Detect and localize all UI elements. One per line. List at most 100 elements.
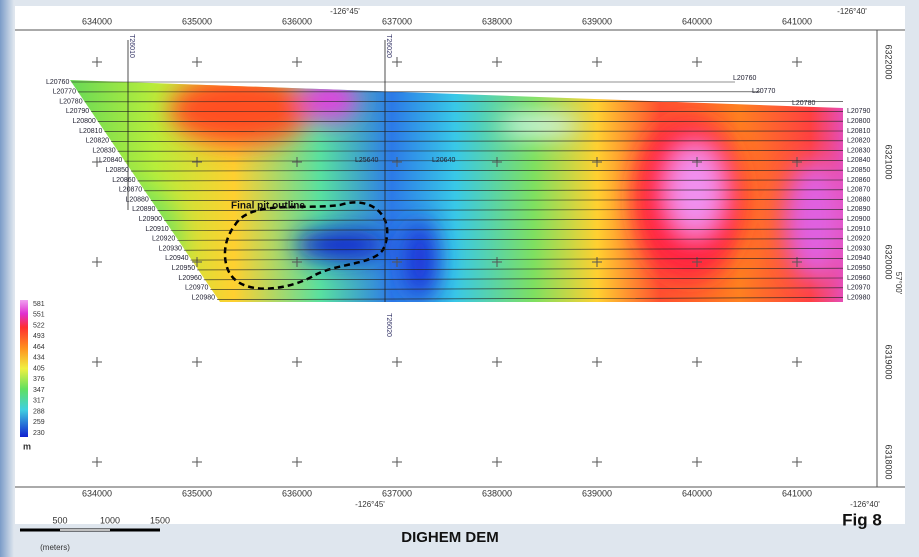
- legend-value: 464: [33, 344, 45, 351]
- legend-value: 347: [33, 387, 45, 394]
- flight-line-label: L20930: [159, 245, 182, 252]
- flight-line-label: L20820: [847, 138, 870, 145]
- flight-line-label: L20960: [847, 275, 870, 282]
- scale-label: 1000: [100, 515, 120, 525]
- easting-label: 637000: [382, 488, 412, 498]
- flight-line-label: L20790: [66, 108, 89, 115]
- easting-label: 635000: [182, 16, 212, 26]
- flight-line-label: L20780: [792, 100, 815, 107]
- tie-line-label: T26010: [128, 34, 135, 58]
- flight-line-label: L20830: [92, 147, 115, 154]
- map-figure: 634000 634000 635000 635000 636000 636000 6370…: [0, 0, 919, 557]
- legend-value: 230: [33, 430, 45, 437]
- flight-line-label: L20940: [847, 255, 870, 262]
- figure-number: Fig 8: [842, 510, 882, 529]
- legend-value: 434: [33, 355, 45, 362]
- flight-line-label: L20970: [185, 285, 208, 292]
- legend-value: 376: [33, 376, 45, 383]
- flight-line-label: L20940: [165, 255, 188, 262]
- tie-line-label: T26020: [385, 313, 392, 337]
- flight-line-label: L20860: [112, 177, 135, 184]
- easting-label: 639000: [582, 16, 612, 26]
- latitude-label: 57°00': [894, 272, 903, 295]
- easting-label: 634000: [82, 488, 112, 498]
- longitude-label: -126°45': [355, 500, 385, 509]
- flight-line-label: L20910: [847, 226, 870, 233]
- easting-label: 638000: [482, 488, 512, 498]
- easting-label: 640000: [682, 16, 712, 26]
- scale-unit: (meters): [40, 543, 70, 552]
- flight-line-label: L20870: [119, 187, 142, 194]
- flight-line-label: L20850: [847, 167, 870, 174]
- easting-label: 640000: [682, 488, 712, 498]
- flight-line-label: L20770: [53, 89, 76, 96]
- easting-label: 636000: [282, 16, 312, 26]
- flight-line-label: L20840: [99, 157, 122, 164]
- flight-line-label: L20930: [847, 245, 870, 252]
- flight-line-label: L20800: [847, 118, 870, 125]
- flight-line-label: L20880: [125, 196, 148, 203]
- legend-value: 581: [33, 301, 45, 308]
- northing-label: 6321000: [884, 144, 894, 179]
- legend-value: 493: [33, 333, 45, 340]
- flight-line-label: L20780: [59, 98, 82, 105]
- easting-label: 638000: [482, 16, 512, 26]
- easting-label: 636000: [282, 488, 312, 498]
- line-note: L25640: [355, 157, 378, 164]
- flight-line-label: L20870: [847, 187, 870, 194]
- legend-value: 405: [33, 365, 45, 372]
- northing-label: 6318000: [884, 444, 894, 479]
- scale-label: 500: [52, 515, 67, 525]
- flight-line-label: L20910: [145, 226, 168, 233]
- flight-line-label: L20810: [847, 128, 870, 135]
- legend-colorbar: [20, 300, 28, 437]
- legend-value: 317: [33, 398, 45, 405]
- flight-line-label: L20850: [106, 167, 129, 174]
- flight-line-label: L20950: [847, 265, 870, 272]
- flight-line-label: L20790: [847, 108, 870, 115]
- flight-line-label: L20880: [847, 196, 870, 203]
- longitude-label: -126°40': [850, 500, 880, 509]
- legend-value: 551: [33, 312, 45, 319]
- legend-value: 259: [33, 419, 45, 426]
- flight-line-label: L20900: [139, 216, 162, 223]
- flight-line-label: L20960: [178, 275, 201, 282]
- annotation: Final pit outline: [231, 201, 305, 212]
- scale-label: 1500: [150, 515, 170, 525]
- flight-line-label: L20980: [847, 294, 870, 301]
- flight-line-label: L20820: [86, 138, 109, 145]
- flight-line-label: L20890: [132, 206, 155, 213]
- flight-line-label: L20840: [847, 157, 870, 164]
- flight-line-label: L20980: [192, 294, 215, 301]
- flight-line-label: L20950: [172, 265, 195, 272]
- flight-line-label: L20830: [847, 147, 870, 154]
- legend-value: 522: [33, 322, 45, 329]
- line-note: L20640: [432, 157, 455, 164]
- easting-label: 641000: [782, 488, 812, 498]
- flight-line-label: L20890: [847, 206, 870, 213]
- flight-line-label: L20760: [733, 75, 756, 82]
- side-strip: [0, 0, 14, 557]
- legend-value: 288: [33, 408, 45, 415]
- flight-line-label: L20810: [79, 128, 102, 135]
- flight-line-label: L20920: [152, 236, 175, 243]
- flight-line-label: L20860: [847, 177, 870, 184]
- figure-title: DIGHEM DEM: [401, 529, 499, 546]
- flight-line-label: L20800: [72, 118, 95, 125]
- easting-label: 639000: [582, 488, 612, 498]
- northing-label: 6319000: [884, 344, 894, 379]
- legend-unit: m: [23, 441, 31, 451]
- flight-line-label: L20760: [46, 79, 69, 86]
- easting-label: 634000: [82, 16, 112, 26]
- easting-label: 637000: [382, 16, 412, 26]
- flight-line-label: L20770: [752, 88, 775, 95]
- easting-label: 635000: [182, 488, 212, 498]
- flight-line-label: L20920: [847, 236, 870, 243]
- longitude-label: -126°40': [837, 7, 867, 16]
- flight-line-label: L20900: [847, 216, 870, 223]
- easting-label: 641000: [782, 16, 812, 26]
- northing-label: 6320000: [884, 244, 894, 279]
- longitude-label: -126°45': [330, 7, 360, 16]
- flight-line-label: L20970: [847, 285, 870, 292]
- page: 634000 634000 635000 635000 636000 636000 6370…: [0, 0, 919, 557]
